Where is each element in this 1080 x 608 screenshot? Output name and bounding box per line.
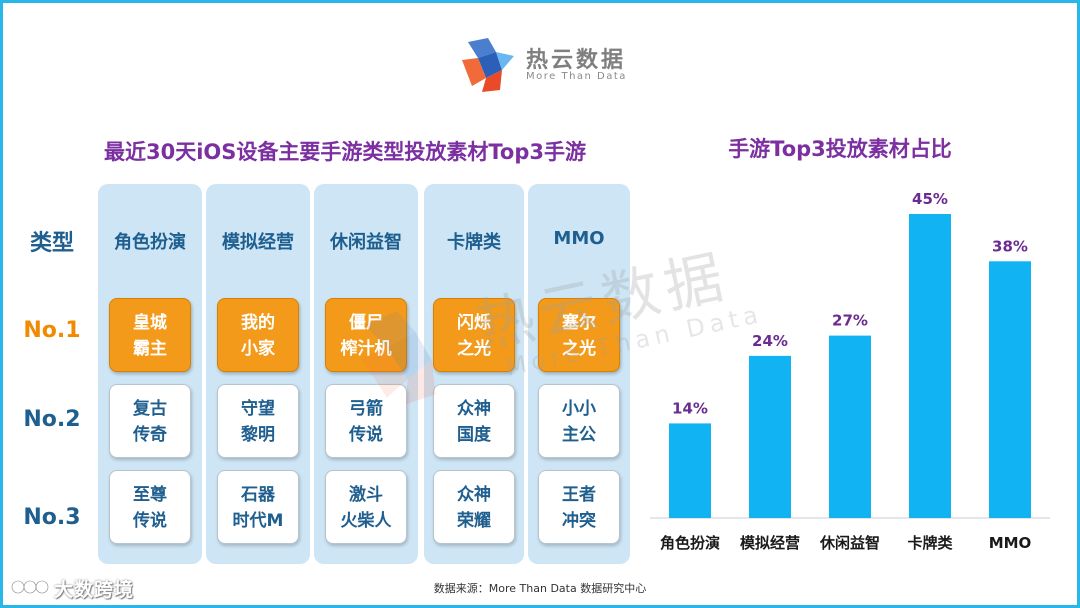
bar-3 (909, 214, 951, 518)
rank-2-game: 守望 黎明 (217, 384, 299, 458)
data-source-note: 数据来源：More Than Data 数据研究中心 (433, 582, 647, 595)
logo: 热云数据 More Than Data (462, 38, 632, 92)
genre-column-card: 卡牌类 闪烁 之光 众神 国度 众神 荣耀 (424, 184, 524, 564)
bar-value-label: 45% (912, 190, 948, 208)
rank-1-game: 塞尔 之光 (538, 298, 620, 372)
logo-name: 热云数据 (526, 48, 627, 73)
bar-value-label: 27% (832, 312, 868, 330)
bar-value-label: 38% (992, 237, 1028, 255)
bar-0 (669, 423, 711, 518)
x-tick-label: 模拟经营 (740, 534, 800, 552)
genre-column-role-playing: 角色扮演 皇城 霸主 复古 传奇 至尊 传说 (98, 184, 202, 564)
rank-1-game: 皇城 霸主 (109, 298, 191, 372)
chart-title: 手游Top3投放素材占比 (728, 137, 952, 161)
table-title: 最近30天iOS设备主要手游类型投放素材Top3手游 (103, 140, 586, 164)
rank-3-game: 激斗 火柴人 (325, 470, 407, 544)
genre-column-simulation: 模拟经营 我的 小家 守望 黎明 石器 时代M (206, 184, 310, 564)
bar-4 (989, 261, 1031, 518)
brand-name: 大数跨境 (54, 579, 135, 601)
rank-3-game: 至尊 传说 (109, 470, 191, 544)
rank-2-game: 复古 传奇 (109, 384, 191, 458)
rank-3-game: 众神 荣耀 (433, 470, 515, 544)
logo-tagline: More Than Data (526, 71, 627, 82)
row-label-no2: No.2 (23, 407, 81, 432)
x-tick-label: 卡牌类 (907, 534, 953, 552)
rank-2-game: 小小 主公 (538, 384, 620, 458)
genre-header: 休闲益智 (330, 232, 402, 253)
rank-3-game: 石器 时代M (217, 470, 299, 544)
rank-2-game: 弓箭 传说 (325, 384, 407, 458)
rank-3-game: 王者 冲突 (538, 470, 620, 544)
bar-value-label: 14% (672, 399, 708, 417)
bar-chart: 14% 角色扮演 24% 模拟经营 27% 休闲益智 45% 卡牌类 38% MMO (650, 190, 1050, 552)
genre-header: 卡牌类 (447, 232, 501, 253)
genre-column-casual-puzzle: 休闲益智 僵尸 榨汁机 弓箭 传说 激斗 火柴人 (314, 184, 418, 564)
brand-logo-icon (10, 579, 50, 595)
rank-1-game: 僵尸 榨汁机 (325, 298, 407, 372)
bar-2 (829, 335, 871, 518)
x-tick-label: 休闲益智 (819, 534, 880, 552)
logo-cube-icon (462, 38, 514, 92)
genre-header: 模拟经营 (222, 232, 294, 253)
row-label-no1: No.1 (23, 318, 81, 343)
genre-column-mmo: MMO 塞尔 之光 小小 主公 王者 冲突 (528, 184, 630, 564)
x-tick-label: 角色扮演 (660, 534, 720, 552)
genre-header: MMO (553, 228, 605, 249)
rank-1-game: 我的 小家 (217, 298, 299, 372)
row-label-type: 类型 (29, 231, 74, 256)
bar-1 (749, 355, 791, 518)
x-tick-label: MMO (989, 534, 1032, 552)
genre-header: 角色扮演 (114, 232, 186, 253)
row-label-no3: No.3 (23, 505, 81, 530)
rank-2-game: 众神 国度 (433, 384, 515, 458)
bar-value-label: 24% (752, 332, 788, 350)
rank-1-game: 闪烁 之光 (433, 298, 515, 372)
